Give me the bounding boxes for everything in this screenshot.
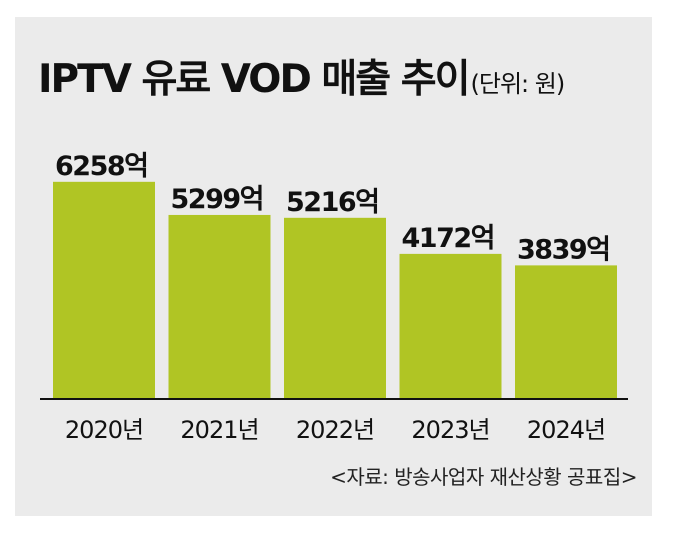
bar-1 — [168, 214, 271, 398]
chart-title: IPTV 유료 VOD 매출 추이 — [38, 57, 470, 102]
value-label-1: 5299억 — [171, 184, 264, 215]
value-label-3: 4172억 — [402, 223, 495, 254]
x-labels-group: 2020년 2021년 2022년 2023년 2024년 — [65, 416, 606, 444]
x-tick-label-4: 2024년 — [527, 416, 605, 444]
x-tick-label-1: 2021년 — [180, 416, 258, 444]
unit-note: (단위: 원) — [470, 70, 566, 98]
source-note: <자료: 방송사업자 재산상황 공표집> — [330, 465, 637, 489]
value-label-2: 5216억 — [286, 187, 379, 218]
bar-0 — [53, 181, 155, 398]
value-label-0: 6258억 — [55, 151, 148, 182]
x-tick-label-3: 2023년 — [411, 416, 489, 444]
value-label-4: 3839억 — [517, 234, 610, 265]
bar-2 — [284, 217, 386, 398]
bar-3 — [399, 253, 502, 398]
bars-group — [53, 181, 617, 398]
x-tick-label-0: 2020년 — [65, 416, 143, 444]
title-row: IPTV 유료 VOD 매출 추이 (단위: 원) — [38, 48, 566, 104]
bar-4 — [515, 265, 617, 398]
value-labels-group: 6258억 5299억 5216억 4172억 3839억 — [55, 151, 611, 266]
x-tick-label-2: 2022년 — [296, 416, 374, 444]
